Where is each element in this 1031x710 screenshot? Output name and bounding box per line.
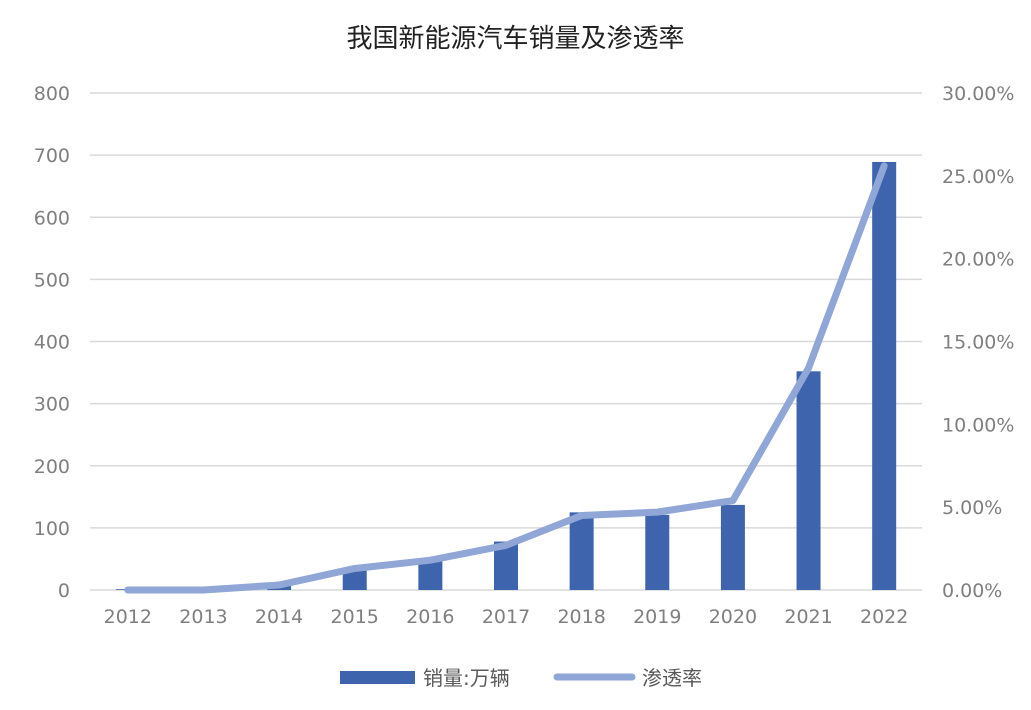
right-tick-label: 20.00% — [942, 249, 1014, 271]
right-tick-label: 10.00% — [942, 414, 1014, 436]
bar — [796, 371, 821, 590]
left-tick-label: 500 — [34, 269, 70, 291]
x-tick-label: 2021 — [784, 606, 832, 628]
right-tick-label: 5.00% — [942, 497, 1002, 519]
x-tick-label: 2016 — [406, 606, 454, 628]
penetration-line — [124, 162, 888, 594]
left-tick-label: 700 — [34, 145, 70, 167]
chart-title: 我国新能源汽车销量及渗透率 — [346, 24, 685, 54]
left-tick-label: 400 — [34, 332, 70, 354]
legend-label-penetration: 渗透率 — [642, 666, 702, 690]
left-tick-label: 800 — [34, 83, 70, 105]
x-tick-label: 2012 — [104, 606, 152, 628]
right-tick-label: 0.00% — [942, 580, 1002, 602]
left-tick-label: 300 — [34, 394, 70, 416]
x-axis: 2012 2013 2014 2015 2016 2017 2018 2019 2020 2021… — [104, 606, 909, 628]
bar — [342, 569, 367, 590]
bar — [569, 512, 594, 590]
left-tick-label: 600 — [34, 207, 70, 229]
right-axis: 0.00% 5.00% 10.00% 15.00% 20.00% 25.00% 30.00% — [942, 83, 1014, 602]
bar — [645, 514, 670, 590]
right-tick-label: 30.00% — [942, 83, 1014, 105]
legend: 销量:万辆 渗透率 — [340, 666, 702, 690]
right-tick-label: 25.00% — [942, 166, 1014, 188]
x-tick-label: 2015 — [331, 606, 379, 628]
legend-label-sales: 销量:万辆 — [423, 666, 510, 690]
x-tick-label: 2014 — [255, 606, 303, 628]
left-tick-label: 100 — [34, 518, 70, 540]
left-tick-label: 0 — [58, 580, 70, 602]
x-tick-label: 2018 — [557, 606, 605, 628]
legend-swatch-sales — [340, 671, 415, 684]
bar-series — [115, 161, 897, 591]
x-tick-label: 2013 — [179, 606, 227, 628]
x-tick-label: 2022 — [860, 606, 908, 628]
bar — [872, 161, 897, 591]
x-tick-label: 2017 — [482, 606, 530, 628]
bar — [720, 504, 745, 590]
left-tick-label: 200 — [34, 456, 70, 478]
left-axis: 0 100 200 300 400 500 600 700 800 — [34, 83, 70, 602]
x-tick-label: 2020 — [709, 606, 757, 628]
line-series — [124, 162, 888, 594]
right-tick-label: 15.00% — [942, 332, 1014, 354]
x-tick-label: 2019 — [633, 606, 681, 628]
